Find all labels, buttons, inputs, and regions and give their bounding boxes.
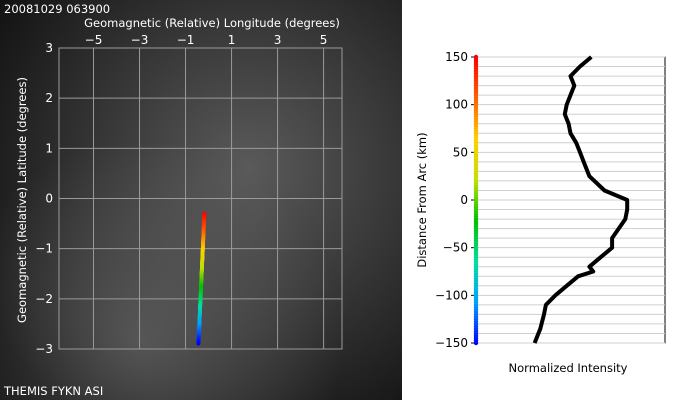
distance-tick-label: 50 <box>453 145 468 159</box>
timestamp: 20081029 063900 <box>4 2 110 16</box>
geomagnetic-grid <box>58 47 343 350</box>
profile-grid <box>476 56 665 344</box>
distance-tick-label: 150 <box>445 50 468 64</box>
intensity-profile-line <box>532 55 630 344</box>
distance-tick-label: −150 <box>435 336 468 350</box>
arc-point <box>196 341 201 346</box>
longitude-axis-label: Geomagnetic (Relative) Longitude (degree… <box>84 16 340 30</box>
latitude-axis-label: Geomagnetic (Relative) Latitude (degrees… <box>15 77 29 323</box>
latitude-tick-label: 1 <box>45 141 53 155</box>
longitude-tick-label: −5 <box>85 33 103 47</box>
all-sky-image-panel: −5 −3 −1 1 3 5 3 2 1 0 −1 −2 −3 20081029 063900 Geom… <box>0 0 402 400</box>
arc-distance-scale <box>473 54 479 346</box>
profile-tick-labels: 150 100 50 0 −50 −100 −150 <box>435 50 476 350</box>
all-sky-glow <box>0 0 402 400</box>
longitude-tick-label: 1 <box>228 33 236 47</box>
arc-scale-point <box>473 54 479 60</box>
latitude-tick-label: −1 <box>35 242 53 256</box>
distance-axis-label: Distance From Arc (km) <box>415 132 429 267</box>
intensity-profile-panel: 150 100 50 0 −50 −100 −150 Normalized Intensit… <box>415 50 666 375</box>
arc-points <box>196 211 207 346</box>
geomagnetic-tick-labels: −5 −3 −1 1 3 5 3 2 1 0 −1 −2 −3 <box>35 33 327 356</box>
latitude-tick-label: 3 <box>45 41 53 55</box>
longitude-tick-label: 3 <box>274 33 282 47</box>
longitude-tick-label: 5 <box>320 33 328 47</box>
latitude-tick-label: −3 <box>35 342 53 356</box>
latitude-tick-label: 0 <box>45 192 53 206</box>
latitude-tick-label: 2 <box>45 91 53 105</box>
longitude-tick-label: −3 <box>131 33 149 47</box>
longitude-tick-label: −1 <box>177 33 195 47</box>
distance-tick-label: −100 <box>435 288 468 302</box>
intensity-axis-label: Normalized Intensity <box>509 361 628 375</box>
instrument-label: THEMIS FYKN ASI <box>3 384 103 398</box>
latitude-tick-label: −2 <box>35 292 53 306</box>
distance-tick-label: −50 <box>443 241 468 255</box>
distance-tick-label: 0 <box>460 193 468 207</box>
distance-tick-label: 100 <box>445 98 468 112</box>
